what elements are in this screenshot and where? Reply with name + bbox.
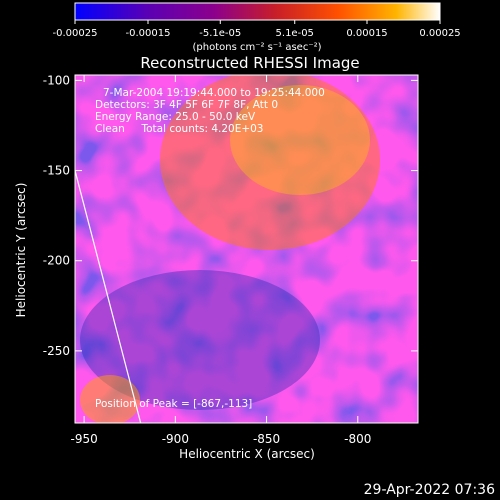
y-axis-label: Heliocentric Y (arcsec) — [14, 183, 28, 318]
colorbar-tick-label: 0.00025 — [419, 28, 460, 39]
colorbar-tick-label: 0.00015 — [346, 28, 387, 39]
colorbar-tick-label: -5.1e-05 — [199, 28, 241, 39]
chart-title: Reconstructed RHESSI Image — [140, 54, 359, 72]
colorbar-tick-label: 5.1e-05 — [276, 28, 314, 39]
annotation-detectors: Detectors: 3F 4F 5F 6F 7F 8F, Att 0 — [95, 99, 278, 111]
colorbar-unit-label: (photons cm⁻² s⁻¹ asec⁻²) — [192, 42, 321, 53]
colorbar-tick-label: -0.00025 — [53, 28, 98, 39]
annotation-energy-range: Energy Range: 25.0 - 50.0 keV — [95, 111, 256, 123]
annotation-peak-position: Position of Peak = [-867,-113] — [95, 398, 252, 410]
footer-timestamp: 29-Apr-2022 07:36 — [364, 482, 495, 498]
colorbar-tick-label: -0.00015 — [126, 28, 171, 39]
colorbar: -0.00025 -0.00015 -5.1e-05 5.1e-05 0.00015 0.… — [53, 3, 461, 53]
x-tick-label: -950 — [71, 432, 98, 446]
annotation-clean-counts: Clean Total counts: 4.20E+03 — [95, 123, 264, 135]
annotation-time-range: 7-Mar-2004 19:19:44.000 to 19:25:44.000 — [103, 87, 325, 99]
x-tick-label: -850 — [253, 432, 280, 446]
x-axis-label: Heliocentric X (arcsec) — [179, 447, 315, 461]
colorbar-gradient — [75, 3, 440, 20]
y-tick-label: -250 — [43, 344, 70, 358]
y-tick-label: -200 — [43, 254, 70, 268]
x-tick-label: -800 — [344, 432, 371, 446]
y-tick-label: -150 — [43, 164, 70, 178]
y-tick-label: -100 — [43, 73, 70, 87]
x-tick-label: -900 — [162, 432, 189, 446]
